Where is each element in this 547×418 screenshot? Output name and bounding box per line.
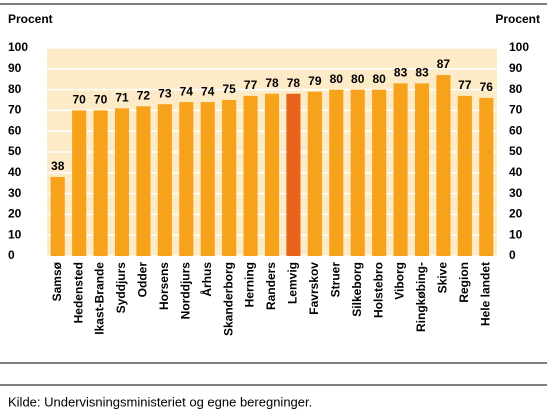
bar: [136, 106, 151, 257]
y-tick-label: 90: [8, 61, 22, 75]
y2-tick-label: 30: [509, 186, 523, 200]
value-label: 83: [394, 66, 408, 80]
source: Kilde: Undervisningsministeriet og egne …: [8, 394, 312, 409]
bar: [50, 176, 65, 256]
x-tick-label: Ringkøbing-: [414, 262, 428, 332]
y-tick-label: 60: [8, 123, 22, 137]
y2-tick-label: 10: [509, 227, 523, 241]
bar: [479, 97, 494, 256]
value-label: 70: [72, 93, 86, 107]
bar: [329, 89, 344, 256]
value-label: 78: [265, 76, 279, 90]
bar: [72, 110, 87, 257]
bar: [264, 93, 280, 256]
value-label: 72: [137, 88, 151, 102]
x-tick-label: Region: [457, 262, 471, 303]
y-tick-label: 50: [8, 144, 22, 158]
y-tick-label: 30: [8, 186, 22, 200]
y2-tick-label: 100: [509, 40, 529, 54]
value-label: 76: [480, 80, 494, 94]
x-tick-label: Viborg: [393, 262, 407, 300]
y2-tick-label: 80: [509, 82, 523, 96]
y-axis-label: Procent: [8, 12, 53, 26]
bar: [457, 95, 472, 256]
value-label: 78: [287, 76, 301, 90]
y-tick-label: 80: [8, 82, 22, 96]
y2-tick-label: 20: [509, 207, 523, 221]
bar: [286, 93, 301, 256]
x-tick-label: Holstebro: [371, 262, 385, 318]
y-tick-label: 70: [8, 103, 22, 117]
value-label: 75: [222, 82, 236, 96]
value-label: 71: [115, 90, 129, 104]
x-tick-label: Ikast-Brande: [93, 262, 107, 335]
bar: [157, 104, 172, 256]
bar: [200, 102, 215, 256]
bar: [93, 110, 108, 257]
value-label: 83: [415, 66, 429, 80]
x-tick-label: Skive: [436, 262, 450, 294]
bar: [372, 89, 387, 256]
value-label: 80: [351, 72, 365, 86]
bar: [222, 100, 237, 256]
y2-tick-label: 70: [509, 103, 523, 117]
value-label: 38: [51, 159, 65, 173]
x-tick-label: Favrskov: [307, 262, 321, 315]
y-tick-label: 100: [8, 40, 28, 54]
y-tick-label: 40: [8, 165, 22, 179]
x-tick-label: Randers: [264, 262, 278, 310]
bar: [436, 75, 451, 256]
y-tick-label: 20: [8, 207, 22, 221]
y-tick-label: 10: [8, 227, 22, 241]
value-label: 79: [308, 74, 322, 88]
value-label: 80: [372, 72, 386, 86]
bar: [350, 89, 365, 256]
y2-tick-label: 90: [509, 61, 523, 75]
value-label: 70: [94, 93, 108, 107]
x-tick-label: Herning: [243, 262, 257, 307]
value-label: 77: [458, 78, 472, 92]
x-tick-label: Hele landet: [478, 262, 492, 326]
y-tick-label: 0: [8, 248, 15, 262]
bar: [414, 83, 430, 256]
x-tick-label: Horsens: [157, 262, 171, 310]
value-label: 73: [158, 86, 172, 100]
x-tick-label: Norddjurs: [178, 262, 192, 320]
x-tick-label: Syddjurs: [114, 262, 128, 314]
x-tick-label: Odder: [136, 262, 150, 298]
x-tick-label: Samsø: [50, 261, 64, 301]
y2-tick-label: 50: [509, 144, 523, 158]
x-tick-label: Struer: [328, 262, 342, 298]
bar: [179, 102, 194, 256]
value-label: 74: [180, 84, 194, 98]
x-tick-label: Århus: [199, 262, 214, 297]
x-tick-label: Skanderborg: [221, 262, 235, 336]
value-label: 87: [437, 57, 451, 71]
y2-tick-label: 40: [509, 165, 523, 179]
bar: [307, 91, 322, 257]
x-tick-label: Hedensted: [71, 262, 85, 323]
y2-tick-label: 60: [509, 123, 523, 137]
x-tick-label: Silkeborg: [350, 262, 364, 317]
x-tick-label: Lemvig: [286, 262, 300, 304]
y2-axis-label: Procent: [495, 12, 540, 26]
bar: [114, 108, 130, 256]
bar: [393, 83, 408, 256]
value-label: 74: [201, 84, 215, 98]
value-label: 80: [330, 72, 344, 86]
value-label: 77: [244, 78, 258, 92]
y2-tick-label: 0: [509, 248, 516, 262]
bar: [243, 95, 258, 256]
